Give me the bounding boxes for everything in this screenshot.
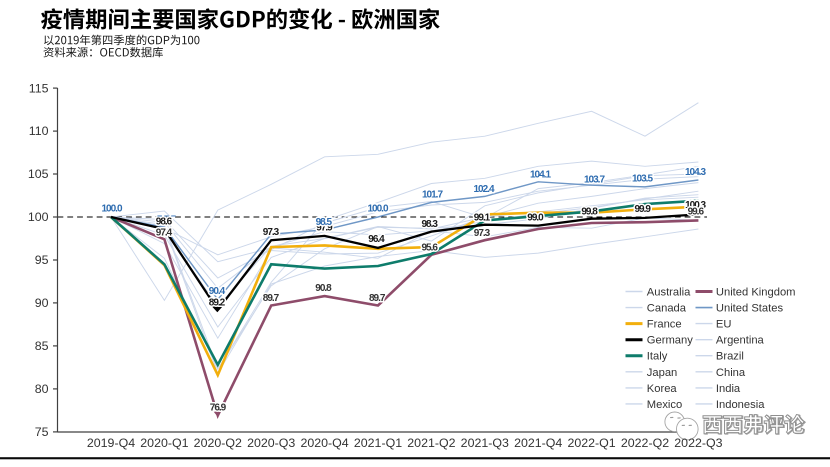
svg-text:99.1: 99.1 <box>474 213 491 224</box>
svg-text:France: France <box>647 319 682 331</box>
svg-text:United States: United States <box>716 303 784 315</box>
svg-text:105: 105 <box>28 167 49 181</box>
svg-text:2020-Q2: 2020-Q2 <box>194 436 242 450</box>
svg-text:Australia: Australia <box>647 287 691 299</box>
svg-text:85: 85 <box>35 339 49 353</box>
svg-text:104.1: 104.1 <box>530 170 551 181</box>
svg-text:103.5: 103.5 <box>632 174 653 185</box>
svg-text:Indonesia: Indonesia <box>716 399 765 411</box>
svg-text:102.4: 102.4 <box>473 184 494 195</box>
svg-text:100.0: 100.0 <box>367 204 388 215</box>
svg-text:89.7: 89.7 <box>263 293 280 304</box>
svg-text:EU: EU <box>716 319 732 331</box>
svg-text:Germany: Germany <box>647 335 693 347</box>
svg-text:76.9: 76.9 <box>210 403 227 414</box>
svg-text:2019-Q4: 2019-Q4 <box>87 436 135 450</box>
svg-text:99.8: 99.8 <box>581 206 598 217</box>
svg-text:80: 80 <box>35 382 49 396</box>
svg-text:2021-Q1: 2021-Q1 <box>354 436 402 450</box>
svg-text:2021-Q3: 2021-Q3 <box>461 436 509 450</box>
svg-text:95: 95 <box>35 253 49 267</box>
svg-text:97.3: 97.3 <box>263 227 280 238</box>
svg-text:101.7: 101.7 <box>422 190 443 201</box>
svg-text:97.3: 97.3 <box>474 228 491 239</box>
svg-text:2022-Q2: 2022-Q2 <box>621 436 669 450</box>
svg-text:89.7: 89.7 <box>369 293 386 304</box>
svg-text:2020-Q4: 2020-Q4 <box>300 436 348 450</box>
svg-text:100.0: 100.0 <box>101 204 122 215</box>
svg-text:104.3: 104.3 <box>685 167 706 178</box>
svg-text:Mexico: Mexico <box>647 399 682 411</box>
svg-text:110: 110 <box>29 124 49 138</box>
svg-text:100: 100 <box>28 210 49 224</box>
svg-text:2020-Q3: 2020-Q3 <box>247 436 295 450</box>
svg-text:95.6: 95.6 <box>421 242 438 253</box>
svg-text:India: India <box>716 383 741 395</box>
svg-text:Korea: Korea <box>647 383 678 395</box>
svg-text:98.5: 98.5 <box>316 217 333 228</box>
svg-text:103.7: 103.7 <box>584 175 605 186</box>
svg-text:Italy: Italy <box>647 351 668 363</box>
svg-text:2021-Q4: 2021-Q4 <box>514 436 562 450</box>
svg-text:2021-Q2: 2021-Q2 <box>407 436 455 450</box>
svg-text:Canada: Canada <box>647 303 687 315</box>
svg-text:Brazil: Brazil <box>716 351 744 363</box>
svg-text:2022-Q1: 2022-Q1 <box>567 436 615 450</box>
svg-text:98.6: 98.6 <box>156 217 173 228</box>
svg-text:115: 115 <box>29 81 49 95</box>
svg-text:99.6: 99.6 <box>688 207 705 218</box>
svg-text:90: 90 <box>35 296 49 310</box>
svg-text:90.8: 90.8 <box>315 283 332 294</box>
svg-text:97.4: 97.4 <box>156 228 173 239</box>
svg-text:89.2: 89.2 <box>209 297 226 308</box>
svg-text:Japan: Japan <box>647 367 677 379</box>
svg-text:2022-Q3: 2022-Q3 <box>674 436 722 450</box>
svg-text:96.4: 96.4 <box>368 234 385 245</box>
svg-text:United Kingdom: United Kingdom <box>716 287 796 299</box>
svg-text:China: China <box>716 367 746 379</box>
svg-text:99.0: 99.0 <box>527 212 544 223</box>
svg-text:2020-Q1: 2020-Q1 <box>140 436 188 450</box>
svg-text:99.9: 99.9 <box>634 204 651 215</box>
svg-text:90.4: 90.4 <box>209 286 226 297</box>
svg-text:98.3: 98.3 <box>421 219 438 230</box>
svg-text:75: 75 <box>35 425 49 439</box>
svg-text:Argentina: Argentina <box>716 335 765 347</box>
